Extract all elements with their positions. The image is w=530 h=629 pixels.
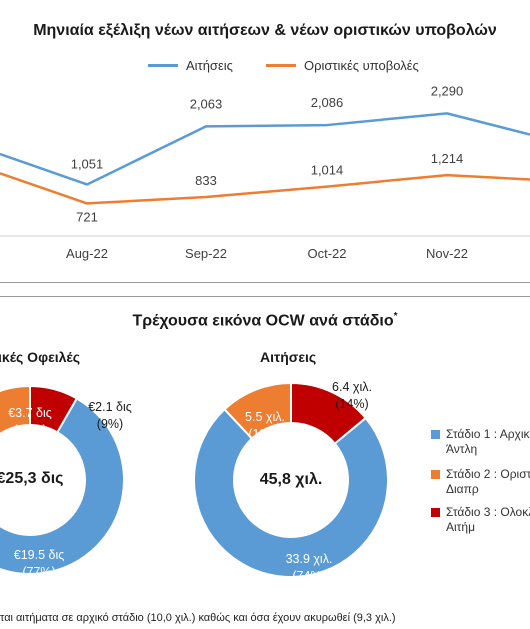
legend-stage-1-line1: Στάδιο 1 : Αρχικ [446, 427, 530, 441]
apps-slice-red-pct: (14%) [335, 397, 369, 411]
legend-stage-1-text: Στάδιο 1 : Αρχικ Άντλη [446, 427, 530, 457]
debts-slice-orange-label: €3.7 δις (14%) [8, 405, 52, 439]
debts-slice-orange-pct: (14%) [13, 423, 47, 437]
apps-slice-red-label: 6.4 χιλ. (14%) [332, 379, 372, 413]
applications-subtitle: Αιτήσεις [260, 349, 317, 365]
data-label-submissions: 1,014 [311, 163, 344, 178]
legend-stage-2-text: Στάδιο 2 : Οριστ Διαπρ [446, 467, 530, 497]
donut-panel-title: Τρέχουσα εικόνα OCW ανά στάδιο* [0, 311, 530, 330]
apps-slice-orange-value: 5.5 χιλ. [245, 410, 285, 424]
data-label-applications: 1,051 [71, 156, 104, 171]
legend-stage-3-line1: Στάδιο 3 : Ολοκλ [446, 505, 530, 519]
footnote: ται αιτήματα σε αρχικό στάδιο (10,0 χιλ.… [0, 612, 396, 624]
x-tick-label: Oct-22 [307, 246, 346, 261]
debts-donut-slice-orange [0, 397, 125, 575]
data-label-submissions: 833 [195, 173, 217, 188]
apps-slice-orange-pct: (12%) [248, 427, 282, 441]
x-tick-label: Aug-22 [66, 246, 108, 261]
data-label-applications: 2,063 [190, 96, 223, 111]
donut-svg [0, 381, 389, 578]
apps-slice-blue-pct: (74%) [292, 569, 326, 583]
line-chart-title: Μηνιαία εξέλιξη νέων αιτήσεων & νέων ορι… [33, 22, 497, 39]
data-label-submissions: 1,214 [431, 151, 464, 166]
apps-donut-slice-orange [193, 407, 389, 578]
legend-applications-label: Αιτήσεις [186, 58, 233, 73]
apps-slice-orange-label: 5.5 χιλ. (12%) [245, 409, 285, 443]
debts-subtitle: ικές Οφειλές [0, 349, 81, 365]
series-line-submissions [0, 172, 530, 205]
legend-stage-2-line2: Διαπρ [446, 482, 479, 496]
legend-submissions-label: Οριστικές υποβολές [304, 58, 419, 73]
legend-stage-3-line2: Αιτήμ [446, 520, 475, 534]
debts-slice-blue-pct: (77%) [22, 565, 56, 579]
apps-slice-red-value: 6.4 χιλ. [332, 380, 372, 394]
legend-stage-2-line1: Στάδιο 2 : Οριστ [446, 467, 530, 481]
legend-stage-1-line2: Άντλη [446, 442, 478, 456]
debts-slice-blue-value: €19.5 δις [13, 548, 65, 562]
legend-applications-swatch [148, 64, 178, 67]
data-label-applications: 2,290 [431, 83, 464, 98]
debts-center-total: €25,3 δις [0, 470, 64, 487]
apps-center-total: 45,8 χιλ. [259, 471, 323, 488]
apps-slice-blue-value: 33.9 χιλ. [285, 552, 333, 566]
debts-slice-blue-label: €19.5 δις (77%) [14, 547, 65, 581]
series-line-applications [0, 112, 530, 186]
legend-stage-1-swatch [431, 430, 440, 439]
donut-title-asterisk: * [393, 311, 398, 322]
debts-donut-slice-red [0, 384, 31, 436]
data-label-submissions: 721 [76, 209, 98, 224]
legend-stage-3-swatch [431, 508, 440, 517]
x-tick-label: Sep-22 [185, 246, 227, 261]
legend-submissions: Οριστικές υποβολές [266, 58, 419, 73]
debts-slice-red-value: €2.1 δις [88, 400, 132, 414]
apps-slice-blue-label: 33.9 χιλ. (74%) [286, 551, 333, 585]
line-chart-panel: Μηνιαία εξέλιξη νέων αιτήσεων & νέων ορι… [0, 0, 530, 283]
legend-submissions-swatch [266, 64, 296, 67]
apps-donut-slice-red [223, 381, 292, 440]
data-label-applications: 2,086 [311, 95, 344, 110]
line-chart-svg: Aug-22 Sep-22 Oct-22 Nov-22 1,051 2,063 2,086 2… [0, 83, 530, 261]
legend-stage-3-text: Στάδιο 3 : Ολοκλ Αιτήμ [446, 505, 530, 535]
legend-stage-2-swatch [431, 470, 440, 479]
x-tick-label: Nov-22 [426, 246, 468, 261]
debts-slice-red-label: €2.1 δις (9%) [88, 399, 132, 433]
donut-panel-title-text: Τρέχουσα εικόνα OCW ανά στάδιο [132, 312, 394, 330]
donut-panel: Τρέχουσα εικόνα OCW ανά στάδιο* ικές Οφε… [0, 296, 530, 607]
debts-slice-orange-value: €3.7 δις [8, 406, 52, 420]
debts-slice-red-pct: (9%) [96, 417, 124, 431]
legend-applications: Αιτήσεις [148, 58, 233, 73]
